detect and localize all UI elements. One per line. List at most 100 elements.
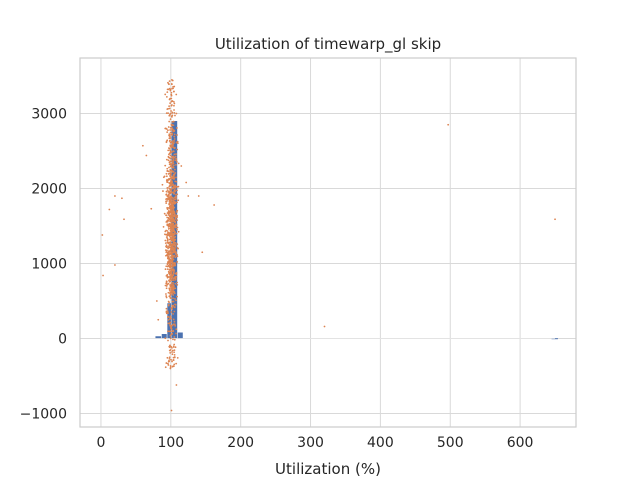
scatter-point [169, 238, 172, 241]
scatter-point [176, 295, 178, 298]
scatter-point [173, 262, 175, 265]
scatter-point [173, 104, 175, 107]
scatter-point [170, 179, 173, 182]
scatter-point [171, 285, 174, 288]
scatter-point [170, 210, 173, 213]
scatter-point [172, 210, 175, 212]
scatter-point [176, 228, 178, 231]
scatter-point [165, 295, 168, 297]
scatter-point [169, 330, 172, 333]
scatter-point [166, 254, 169, 257]
scatter-point [168, 87, 171, 90]
scatter-point [168, 210, 171, 213]
scatter-point [168, 80, 171, 83]
scatter-point [169, 327, 172, 329]
scatter-point [169, 243, 171, 246]
scatter-point [171, 275, 174, 278]
scatter-point [165, 112, 168, 115]
scatter-point [170, 409, 173, 412]
scatter-point [174, 155, 177, 158]
scatter-point [169, 253, 171, 256]
scatter-point [165, 236, 168, 238]
scatter-point [155, 300, 158, 302]
chart-title: Utilization of timewarp_gl skip [215, 35, 441, 54]
scatter-point [167, 247, 170, 250]
scatter-point [171, 132, 174, 135]
scatter-point [169, 296, 172, 299]
scatter-point [166, 224, 169, 227]
scatter-point [169, 177, 172, 180]
scatter-point [168, 98, 171, 101]
scatter-point [175, 153, 177, 155]
scatter-point [171, 223, 174, 226]
scatter-point [172, 142, 175, 145]
scatter-point [169, 365, 172, 367]
scatter-point [171, 199, 174, 202]
scatter-point [174, 180, 177, 183]
scatter-point [172, 272, 175, 275]
scatter-point [169, 175, 172, 178]
scatter-point [169, 168, 172, 171]
scatter-point [173, 247, 175, 250]
scatter-point [174, 159, 177, 162]
scatter-point [166, 265, 169, 268]
scatter-point [165, 197, 168, 200]
scatter-point [170, 325, 173, 327]
scatter-point [171, 226, 174, 229]
scatter-point [169, 206, 172, 209]
scatter-point [169, 366, 172, 369]
scatter-point [166, 237, 169, 240]
scatter-point [173, 111, 176, 114]
scatter-point [172, 240, 175, 243]
scatter-point [171, 351, 173, 353]
scatter-point [171, 229, 174, 232]
scatter-point [168, 166, 170, 169]
scatter-point [174, 201, 177, 204]
scatter-point [173, 363, 176, 366]
scatter-point [164, 366, 167, 369]
scatter-point [173, 213, 176, 216]
scatter-point [169, 275, 171, 278]
scatter-point [166, 195, 169, 197]
scatter-point [180, 165, 183, 167]
scatter-point [170, 201, 173, 204]
scatter-point [165, 233, 168, 236]
scatter-point [165, 362, 168, 364]
scatter-point [165, 175, 168, 178]
scatter-point [166, 250, 168, 252]
scatter-point [170, 82, 173, 85]
scatter-point [174, 216, 177, 219]
scatter-point [168, 357, 171, 360]
scatter-point [167, 304, 170, 307]
scatter-point [165, 280, 168, 283]
scatter-point [167, 149, 170, 152]
scatter-point [167, 129, 169, 132]
scatter-point [171, 349, 174, 352]
scatter-point [168, 198, 171, 200]
scatter-point [171, 300, 174, 303]
scatter-point [176, 134, 178, 136]
scatter-point [177, 199, 180, 202]
scatter-point [172, 174, 175, 176]
scatter-point [166, 189, 169, 191]
scatter-point [168, 107, 171, 110]
scatter-point [174, 253, 177, 255]
scatter-point [175, 157, 178, 160]
x-tick-label: 300 [297, 435, 324, 451]
scatter-point [169, 102, 172, 105]
scatter-point [176, 201, 178, 204]
scatter-point [168, 318, 171, 320]
scatter-point [172, 183, 175, 186]
x-tick-label: 100 [157, 435, 184, 451]
scatter-point [171, 186, 174, 189]
scatter-point [164, 337, 167, 340]
scatter-point [165, 158, 168, 161]
scatter-point [108, 208, 111, 211]
scatter-point [174, 198, 177, 201]
scatter-point [175, 163, 177, 166]
scatter-point [165, 307, 168, 310]
scatter-point [169, 126, 172, 129]
plot-frame [79, 57, 577, 428]
scatter-point [169, 118, 172, 121]
scatter-point [172, 128, 174, 131]
